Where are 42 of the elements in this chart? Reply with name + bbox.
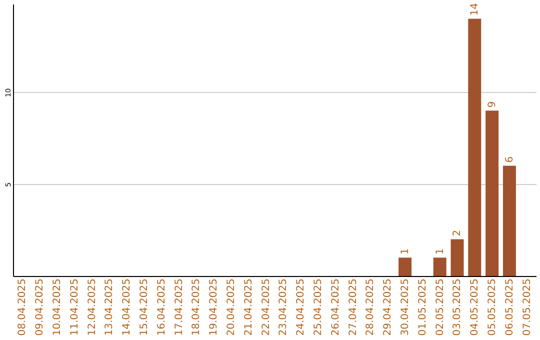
- x-tick-label: 02.05.2025: [434, 278, 446, 336]
- x-tick-label: 07.05.2025: [522, 278, 533, 336]
- bar: [486, 110, 499, 276]
- x-tick-label: 05.05.2025: [487, 278, 498, 336]
- x-tick-label: 17.04.2025: [174, 278, 185, 336]
- x-tick-label: 03.05.2025: [452, 278, 464, 336]
- x-tick-label: 04.05.2025: [470, 278, 481, 336]
- x-tick-label: 13.04.2025: [104, 278, 116, 336]
- x-tick-label: 01.05.2025: [417, 278, 428, 336]
- data-label: 6: [504, 156, 516, 163]
- x-tick-label: 20.04.2025: [226, 278, 237, 336]
- x-tick-label: 28.04.2025: [365, 278, 376, 336]
- x-tick-label: 23.04.2025: [278, 278, 290, 336]
- x-tick-label: 19.04.2025: [208, 278, 220, 336]
- data-label: 2: [452, 230, 464, 236]
- x-tick-label: 25.04.2025: [313, 278, 324, 336]
- x-tick-label: 08.04.2025: [17, 278, 28, 336]
- x-tick-label: 15.04.2025: [138, 278, 150, 336]
- bar: [433, 258, 446, 276]
- x-tick-label: 11.04.2025: [69, 278, 80, 336]
- bar: [502, 166, 516, 276]
- x-tick-label: 26.04.2025: [330, 278, 342, 336]
- data-label: 1: [434, 248, 446, 255]
- x-tick-label: 09.04.2025: [34, 278, 46, 336]
- x-tick-label: 30.04.2025: [400, 278, 412, 336]
- x-tick-label: 27.04.2025: [348, 278, 359, 336]
- x-tick-label: 12.04.2025: [86, 278, 98, 336]
- data-label: 14: [470, 2, 481, 16]
- x-tick-label: 24.04.2025: [296, 278, 307, 336]
- x-tick-label: 22.04.2025: [260, 278, 272, 336]
- x-tick-label: 18.04.2025: [191, 278, 202, 336]
- data-label: 1: [400, 248, 412, 255]
- data-label: 9: [487, 101, 498, 108]
- x-tick-label: 14.04.2025: [122, 278, 133, 336]
- bar: [398, 258, 412, 276]
- x-tick-label: 21.04.2025: [243, 278, 254, 336]
- x-tick-label: 06.05.2025: [504, 278, 516, 336]
- x-tick-label: 16.04.2025: [156, 278, 168, 336]
- x-tick-label: 29.04.2025: [382, 278, 394, 336]
- bar: [450, 239, 464, 276]
- bar: [468, 18, 482, 276]
- x-tick-label: 10.04.2025: [52, 278, 63, 336]
